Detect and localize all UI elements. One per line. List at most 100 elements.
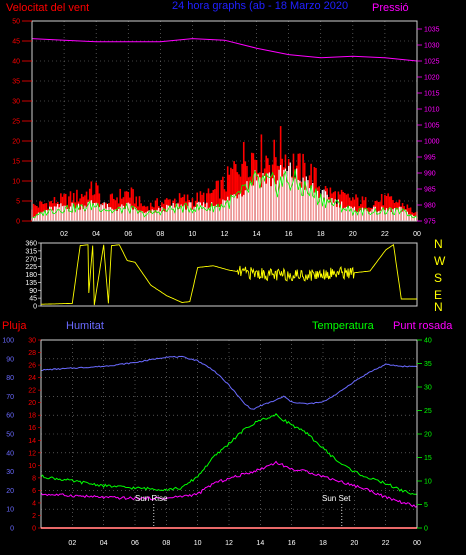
temperature-tick-label: 0 xyxy=(424,526,428,533)
humidity-tick-label: 70 xyxy=(6,394,14,401)
pressure-tick-label: 975 xyxy=(424,219,436,226)
rain-tick-label: 12 xyxy=(28,450,36,457)
dewpoint-label: Punt rosada xyxy=(393,320,453,332)
wind-direction-line xyxy=(40,244,417,306)
sunset-label: Sun Set xyxy=(322,494,351,503)
wind-tick-label: 20 xyxy=(12,139,20,146)
header-labels: Velocitat del vent 24 hora graphs (ab - … xyxy=(2,0,453,503)
humidity-tick-label: 30 xyxy=(6,469,14,476)
pressure-tick-label: 1020 xyxy=(424,75,440,82)
pressure-tick-label: 1030 xyxy=(424,43,440,50)
pressure-tick-label: 980 xyxy=(424,203,436,210)
rain-tick-label: 24 xyxy=(28,375,36,382)
x-tick-label: 14 xyxy=(253,231,261,238)
x-tick-label: 08 xyxy=(162,540,170,547)
wind-min-line xyxy=(31,169,418,219)
compass-w: W xyxy=(434,254,446,268)
humidity-tick-label: 40 xyxy=(6,450,14,457)
pressure-line xyxy=(31,38,418,62)
wind-tick-label: 0 xyxy=(16,219,20,226)
pressure-tick-label: 985 xyxy=(424,187,436,194)
rain-tick-label: 8 xyxy=(32,475,36,482)
x-tick-label: 02 xyxy=(68,540,76,547)
pressure-tick-label: 1010 xyxy=(424,107,440,114)
direction-frame xyxy=(40,242,418,307)
humidity-tick-label: 80 xyxy=(6,375,14,382)
temperature-tick-label: 20 xyxy=(424,432,432,439)
x-tick-label: 18 xyxy=(319,540,327,547)
humidity-tick-label: 10 xyxy=(6,507,14,514)
humidity-label: Humitat xyxy=(66,320,104,332)
pressure-tick-label: 1015 xyxy=(424,91,440,98)
rain-tick-label: 2 xyxy=(32,513,36,520)
wind-tick-label: 10 xyxy=(12,179,20,186)
direction-tick-label: 180 xyxy=(25,272,37,279)
humidity-tick-label: 90 xyxy=(6,356,14,363)
x-tick-label: 20 xyxy=(349,231,357,238)
wind-speed-label: Velocitat del vent xyxy=(6,2,89,14)
temperature-tick-label: 40 xyxy=(424,338,432,345)
pressure-tick-label: 990 xyxy=(424,171,436,178)
chart-title: 24 hora graphs (ab - 18 Marzo 2020 xyxy=(172,0,348,12)
wind-tick-label: 45 xyxy=(12,39,20,46)
rain-tick-label: 26 xyxy=(28,363,36,370)
x-tick-label: 06 xyxy=(124,231,132,238)
rain-tick-label: 4 xyxy=(32,500,36,507)
direction-tick-label: 270 xyxy=(25,256,37,263)
rain-label: Pluja xyxy=(2,320,27,332)
rain-tick-label: 22 xyxy=(28,388,36,395)
pressure-tick-label: 1035 xyxy=(424,27,440,34)
rain-tick-label: 16 xyxy=(28,425,36,432)
wind-tick-label: 30 xyxy=(12,99,20,106)
wind-tick-label: 50 xyxy=(12,19,20,26)
wind-tick-label: 35 xyxy=(12,79,20,86)
humidity-tick-label: 20 xyxy=(6,488,14,495)
x-tick-label: 00 xyxy=(413,231,421,238)
rain-tick-label: 0 xyxy=(32,526,36,533)
compass-e: E xyxy=(434,288,442,302)
x-tick-label: 22 xyxy=(382,540,390,547)
humidity-tick-label: 100 xyxy=(2,338,14,345)
x-tick-label: 02 xyxy=(60,231,68,238)
pressure-label: Pressió xyxy=(372,2,409,14)
temperature-tick-label: 10 xyxy=(424,479,432,486)
x-tick-label: 12 xyxy=(225,540,233,547)
x-tick-label: 10 xyxy=(194,540,202,547)
x-tick-label: 10 xyxy=(189,231,197,238)
humidity-line xyxy=(40,355,418,410)
x-tick-label: 22 xyxy=(381,231,389,238)
wind-pressure-panel: 0510152025303540455097598098599099510001… xyxy=(12,19,439,239)
humidity-tick-label: 60 xyxy=(6,413,14,420)
temperature-tick-label: 5 xyxy=(424,502,428,509)
dewpoint-line xyxy=(40,460,418,508)
x-tick-label: 16 xyxy=(285,231,293,238)
rain-tick-label: 18 xyxy=(28,413,36,420)
rain-tick-label: 10 xyxy=(28,463,36,470)
temperature-tick-label: 30 xyxy=(424,385,432,392)
x-tick-label: 04 xyxy=(100,540,108,547)
wind-tick-label: 15 xyxy=(12,159,20,166)
direction-tick-label: 315 xyxy=(25,248,37,255)
direction-tick-label: 0 xyxy=(33,304,37,311)
sunrise-label: Sun Rise xyxy=(135,494,168,503)
compass-s: S xyxy=(434,271,442,285)
x-tick-label: 06 xyxy=(131,540,139,547)
direction-tick-label: 90 xyxy=(29,288,37,295)
direction-tick-label: 45 xyxy=(29,296,37,303)
temperature-label: Temperatura xyxy=(312,320,375,332)
compass-n-bottom: N xyxy=(434,300,443,314)
temperature-tick-label: 15 xyxy=(424,455,432,462)
x-tick-label: 20 xyxy=(350,540,358,547)
x-tick-label: 00 xyxy=(413,540,421,547)
humidity-tick-label: 50 xyxy=(6,432,14,439)
x-tick-label: 16 xyxy=(288,540,296,547)
pressure-tick-label: 1025 xyxy=(424,59,440,66)
direction-tick-label: 360 xyxy=(25,241,37,248)
x-tick-label: 04 xyxy=(92,231,100,238)
rain-tick-label: 20 xyxy=(28,400,36,407)
rain-tick-label: 14 xyxy=(28,438,36,445)
rain-tick-label: 30 xyxy=(28,338,36,345)
pressure-tick-label: 995 xyxy=(424,155,436,162)
